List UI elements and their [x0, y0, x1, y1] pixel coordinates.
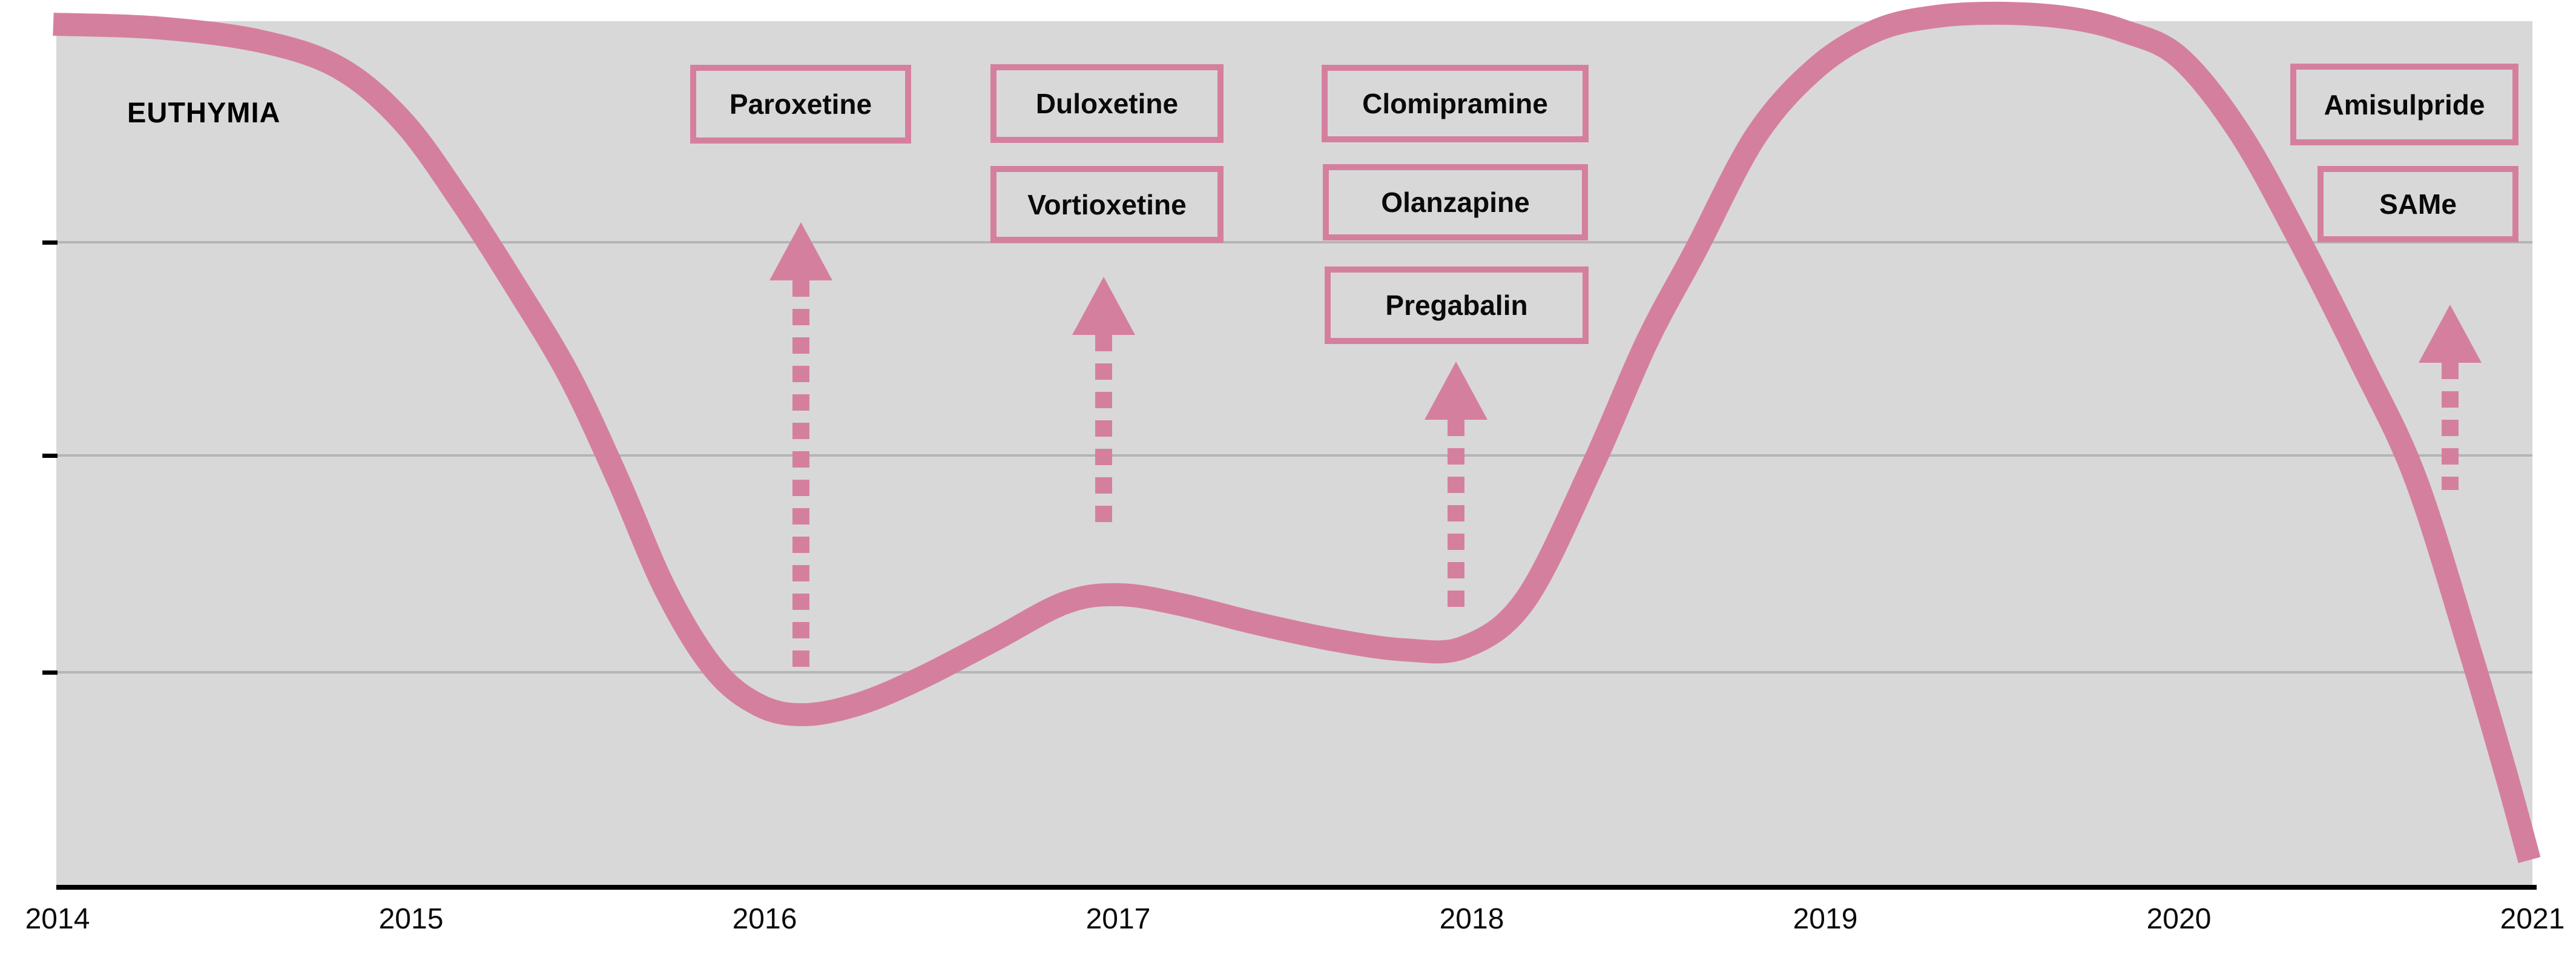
x-axis-label-2018: 2018	[1439, 903, 1504, 935]
arrow-up-icon	[1072, 277, 1135, 335]
medication-box-same: SAMe	[2317, 166, 2518, 242]
gridline	[56, 671, 2532, 673]
y-axis-tick	[42, 240, 58, 245]
gridline	[56, 454, 2532, 457]
medication-box-duloxetine: Duloxetine	[990, 64, 1224, 143]
arrow-dashed-shaft	[792, 280, 809, 674]
x-axis-label-2016: 2016	[732, 903, 797, 935]
arrow-dashed-shaft	[2442, 363, 2459, 490]
x-axis-line	[56, 885, 2537, 890]
dashed-up-arrow-amisulpride	[2419, 305, 2482, 490]
y-axis-tick	[42, 670, 58, 675]
arrow-dashed-shaft	[1095, 335, 1112, 529]
medication-box-paroxetine: Paroxetine	[690, 65, 911, 144]
medication-label: Clomipramine	[1362, 88, 1548, 119]
dashed-up-arrow-paroxetine	[769, 222, 832, 674]
x-axis-label-2019: 2019	[1793, 903, 1858, 935]
x-axis-label-2015: 2015	[378, 903, 444, 935]
medication-box-pregabalin: Pregabalin	[1325, 266, 1589, 344]
medication-label: Duloxetine	[1035, 88, 1179, 119]
x-axis-label-2014: 2014	[25, 903, 90, 935]
y-axis-tick	[42, 454, 58, 458]
arrow-dashed-shaft	[1448, 420, 1464, 619]
gridline	[56, 241, 2532, 243]
arrow-up-icon	[2419, 305, 2482, 363]
medication-box-clomipramine: Clomipramine	[1322, 65, 1589, 142]
medication-label: Amisulpride	[2324, 88, 2485, 121]
medication-box-olanzapine: Olanzapine	[1323, 164, 1588, 240]
dashed-up-arrow-pregabalin	[1425, 362, 1487, 619]
medication-label: Olanzapine	[1381, 187, 1530, 218]
medication-box-vortioxetine: Vortioxetine	[990, 166, 1224, 243]
medication-label: SAMe	[2379, 188, 2457, 220]
medication-box-amisulpride: Amisulpride	[2290, 64, 2518, 145]
x-axis-label-2021: 2021	[2500, 903, 2565, 935]
arrow-up-icon	[1425, 362, 1487, 420]
x-axis-label-2017: 2017	[1085, 903, 1151, 935]
euthymia-label: EUTHYMIA	[127, 96, 281, 128]
medication-label: Paroxetine	[729, 88, 872, 120]
medication-label: Pregabalin	[1385, 290, 1528, 321]
arrow-up-icon	[769, 222, 832, 280]
x-axis-label-2020: 2020	[2146, 903, 2212, 935]
dashed-up-arrow-duloxetine	[1072, 277, 1135, 529]
medication-label: Vortioxetine	[1027, 188, 1187, 220]
